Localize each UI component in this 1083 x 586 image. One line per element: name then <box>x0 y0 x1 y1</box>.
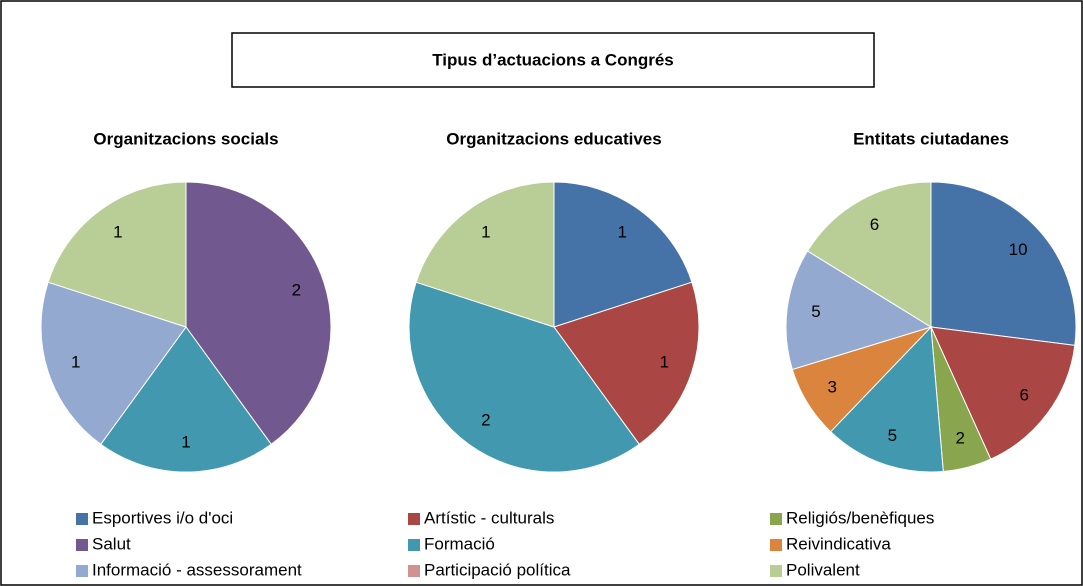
data-label: 1 <box>181 432 190 451</box>
pie-title: Organitzacions socials <box>93 129 278 148</box>
pie-slice <box>40 281 187 446</box>
legend-label: Esportives i/o d'oci <box>92 508 233 527</box>
data-label: 1 <box>71 352 80 371</box>
data-label: 3 <box>827 377 836 396</box>
legend-swatch <box>408 565 420 577</box>
legend-swatch <box>76 565 88 577</box>
data-label: 1 <box>617 223 626 242</box>
legend-swatch <box>408 539 420 551</box>
data-label: 6 <box>1020 385 1029 404</box>
pie-slice <box>930 326 1076 460</box>
pie-slice <box>47 181 187 328</box>
legend-swatch <box>770 513 782 525</box>
legend-label: Artístic - culturals <box>424 508 554 527</box>
title-box <box>231 32 875 88</box>
legend-swatch <box>76 539 88 551</box>
pie-slice <box>829 325 944 473</box>
pie-title: Organitzacions educatives <box>446 129 661 148</box>
legend-label: Participació política <box>424 560 571 579</box>
legend-swatch <box>770 539 782 551</box>
data-label: 6 <box>870 215 879 234</box>
data-label: 2 <box>481 410 490 429</box>
data-label: 1 <box>660 352 669 371</box>
legend-label: Religiós/benèfiques <box>786 508 934 527</box>
chart-title: Tipus d’actuacions a Congrés <box>432 50 674 69</box>
pie-slice <box>408 281 640 473</box>
legend-label: Salut <box>92 534 131 553</box>
pie-title: Entitats ciutadanes <box>853 129 1009 148</box>
data-label: 1 <box>481 223 490 242</box>
legend-label: Informació - assessorament <box>92 560 302 579</box>
data-label: 10 <box>1009 240 1028 259</box>
legend-label: Reivindicativa <box>786 534 891 553</box>
pie-slice <box>806 181 932 328</box>
pie-slice <box>553 181 693 328</box>
pie-slice <box>185 181 332 446</box>
legend-swatch <box>76 513 88 525</box>
data-label: 2 <box>955 429 964 448</box>
legend-swatch <box>770 565 782 577</box>
data-label: 2 <box>292 281 301 300</box>
data-label: 5 <box>811 302 820 321</box>
legend-label: Polivalent <box>786 560 860 579</box>
data-label: 1 <box>113 223 122 242</box>
pie-slice <box>930 181 1077 346</box>
pie-slice <box>415 181 555 328</box>
data-label: 5 <box>888 426 897 445</box>
legend-swatch <box>408 513 420 525</box>
pie-slice <box>553 281 700 446</box>
legend-label: Formació <box>424 534 495 553</box>
pie-slice <box>785 250 933 371</box>
pie-slice <box>100 326 272 473</box>
